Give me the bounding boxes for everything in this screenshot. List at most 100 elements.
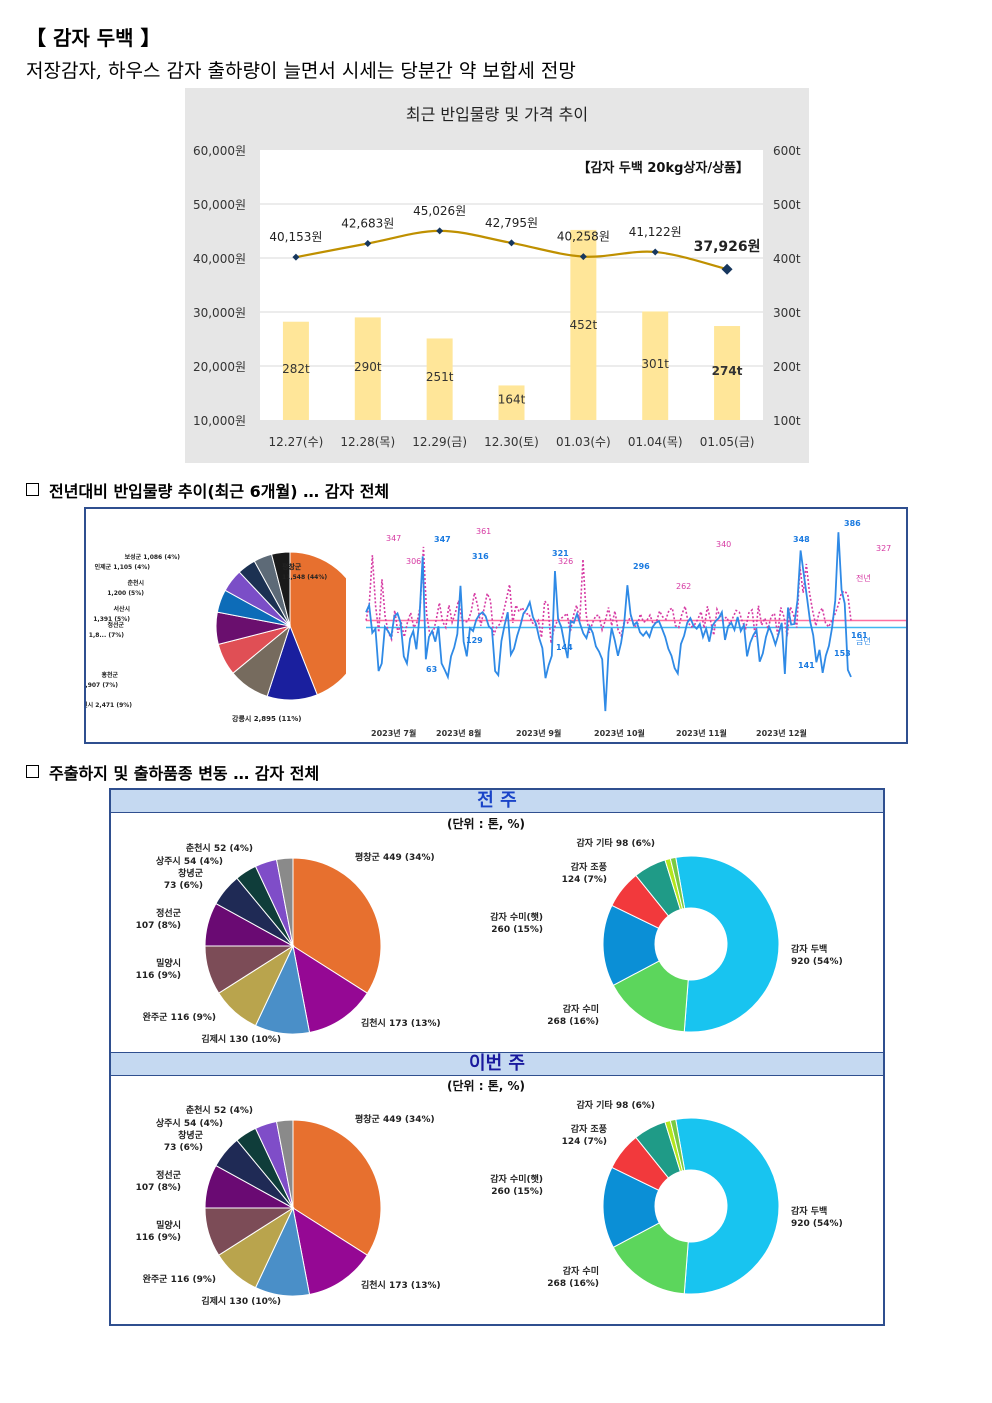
plot-area bbox=[260, 150, 763, 420]
price-label: 40,153원 bbox=[269, 230, 322, 244]
slice-label: 상주시 54 (4%) bbox=[156, 1117, 223, 1129]
price-marker bbox=[364, 240, 372, 248]
yearly-volume-line-chart: 3473063613262623403272863473163212963483… bbox=[365, 519, 906, 738]
panel-band-this-week: 이번 주 bbox=[111, 1052, 883, 1076]
slice-label: 124 (7%) bbox=[562, 875, 607, 885]
slice-label: 김천시 173 (13%) bbox=[361, 1017, 441, 1029]
pie-slice bbox=[675, 1117, 780, 1295]
slice-label: 김제시 130 (10%) bbox=[201, 1033, 281, 1045]
low-point-label: 129 bbox=[466, 636, 483, 645]
section-origin-title: 주출하지 및 출하품종 변동 … 감자 전체 bbox=[49, 764, 320, 783]
price-label: 42,795원 bbox=[485, 216, 538, 230]
legend-current: 금년 bbox=[856, 636, 871, 646]
slice-label: 정선군 bbox=[107, 621, 124, 629]
slice-label: 평창군 449 (34%) bbox=[355, 851, 435, 863]
volume-bar bbox=[714, 326, 741, 420]
slice-label: 감자 두백 bbox=[791, 943, 827, 955]
page-title: 【 감자 두백 】 bbox=[26, 26, 161, 50]
x-month-label: 2023년 9월 bbox=[516, 728, 561, 738]
price-label: 37,926원 bbox=[694, 239, 761, 255]
prev-peak-label: 340 bbox=[716, 540, 731, 549]
section-trend-heading: 전년대비 반입물량 추이(최근 6개월) … 감자 전체 bbox=[26, 478, 389, 502]
pie-slice bbox=[669, 856, 686, 910]
slice-label: 268 (16%) bbox=[547, 1017, 599, 1027]
origin-panel: 전 주 (단위 : 톤, %) 평창군 449 (34%) 김천시 173 (13%… bbox=[109, 788, 885, 1326]
prev-peak-label: 326 bbox=[558, 557, 573, 566]
slice-label: 감자 두백 bbox=[791, 1205, 827, 1217]
panel-band-last-week: 전 주 bbox=[111, 790, 883, 813]
slice-label: 완주군 116 (9%) bbox=[143, 1273, 216, 1285]
y-right-tick: 200t bbox=[773, 360, 801, 374]
cur-peak-label: 161 bbox=[851, 631, 868, 640]
y-right-tick: 300t bbox=[773, 306, 801, 320]
y-right-tick: 400t bbox=[773, 252, 801, 266]
price-label: 45,026원 bbox=[413, 204, 466, 218]
prev-peak-label: 306 bbox=[406, 557, 421, 566]
slice-label: 1,8... (7%) bbox=[89, 632, 124, 639]
y-right-tick: 500t bbox=[773, 198, 801, 212]
pie-slice bbox=[292, 1206, 368, 1296]
last-week-charts: (단위 : 톤, %) 평창군 449 (34%) 김천시 173 (13%) 김제시… bbox=[136, 816, 843, 1045]
y-left-tick: 50,000원 bbox=[193, 198, 246, 212]
volume-bar bbox=[354, 317, 381, 420]
slice-label: 107 (8%) bbox=[136, 1183, 181, 1193]
low-point-label: 144 bbox=[556, 643, 573, 652]
slice-label: 창녕군 bbox=[178, 867, 204, 879]
x-month-label: 2023년 12월 bbox=[756, 728, 807, 738]
slice-label: 보성군 1,086 (4%) bbox=[125, 553, 181, 561]
slice-label: 정선군 bbox=[156, 907, 182, 919]
volume-label: 274t bbox=[712, 364, 743, 378]
prev-peak-label: 327 bbox=[876, 544, 891, 553]
low-point-label: 141 bbox=[798, 661, 815, 670]
slice-label: 감자 수미(햇) bbox=[490, 911, 543, 923]
pie-slice bbox=[275, 1119, 294, 1209]
price-marker bbox=[436, 227, 444, 235]
slice-label: 감자 수미 bbox=[563, 1003, 599, 1015]
slice-label: 11,548 (44%) bbox=[282, 574, 327, 581]
volume-label: 452t bbox=[570, 318, 598, 332]
slice-label: 정선군 bbox=[156, 1169, 182, 1181]
y-right-tick: 100t bbox=[773, 414, 801, 428]
x-tick-label: 12.29(금) bbox=[412, 435, 467, 449]
region-share-pie: 평창군 11,548 (44%) 강릉시 2,895 (11%) 당진시 2,471 … bbox=[86, 551, 346, 723]
volume-bar bbox=[426, 338, 453, 420]
current-year-line bbox=[365, 532, 852, 712]
slice-label: 124 (7%) bbox=[562, 1137, 607, 1147]
x-tick-label: 12.28(목) bbox=[340, 435, 395, 449]
slice-label: 김제시 130 (10%) bbox=[201, 1295, 281, 1307]
volume-label: 282t bbox=[282, 362, 310, 376]
slice-label: 서산시 bbox=[113, 605, 130, 613]
slice-label: 260 (15%) bbox=[491, 1187, 543, 1197]
cur-peak-label: 296 bbox=[633, 562, 650, 571]
slice-label: 창녕군 bbox=[178, 1129, 204, 1141]
slice-label: 감자 조풍 bbox=[571, 1123, 607, 1135]
pie-slice bbox=[675, 855, 780, 1033]
slice-label: 260 (15%) bbox=[491, 925, 543, 935]
y-left-tick: 60,000원 bbox=[193, 144, 246, 158]
legend-note: 【감자 두백 20kg상자/상품】 bbox=[577, 160, 749, 176]
unit-note: (단위 : 톤, %) bbox=[447, 816, 525, 831]
slice-label: 920 (54%) bbox=[791, 957, 843, 967]
slice-label: 73 (6%) bbox=[164, 1143, 203, 1153]
volume-bar bbox=[282, 321, 309, 420]
slice-label: 116 (9%) bbox=[136, 971, 181, 981]
pie-slice bbox=[669, 1118, 686, 1172]
prev-peak-label: 361 bbox=[476, 527, 491, 536]
price-label: 40,258원 bbox=[557, 230, 610, 244]
pie-slice bbox=[275, 857, 294, 947]
volume-label: 290t bbox=[354, 360, 382, 374]
volume-bar bbox=[498, 385, 525, 420]
unit-note: (단위 : 톤, %) bbox=[447, 1078, 525, 1093]
page-subtitle: 저장감자, 하우스 감자 출하량이 늘면서 시세는 당분간 약 보합세 전망 bbox=[26, 60, 576, 82]
volume-label: 164t bbox=[498, 392, 526, 406]
cur-peak-label: 316 bbox=[472, 552, 489, 561]
slice-label: 춘천시 bbox=[127, 579, 144, 587]
slice-label: 당진시 2,471 (9%) bbox=[86, 701, 132, 709]
slice-label: 평창군 449 (34%) bbox=[355, 1113, 435, 1125]
x-tick-label: 01.03(수) bbox=[556, 435, 611, 449]
trend-panel: 평창군 11,548 (44%) 강릉시 2,895 (11%) 당진시 2,471 … bbox=[84, 507, 908, 744]
slice-label: 평창군 bbox=[282, 562, 302, 571]
slice-label: 감자 수미(햇) bbox=[490, 1173, 543, 1185]
x-month-label: 2023년 8월 bbox=[436, 728, 481, 738]
price-marker bbox=[651, 248, 659, 256]
